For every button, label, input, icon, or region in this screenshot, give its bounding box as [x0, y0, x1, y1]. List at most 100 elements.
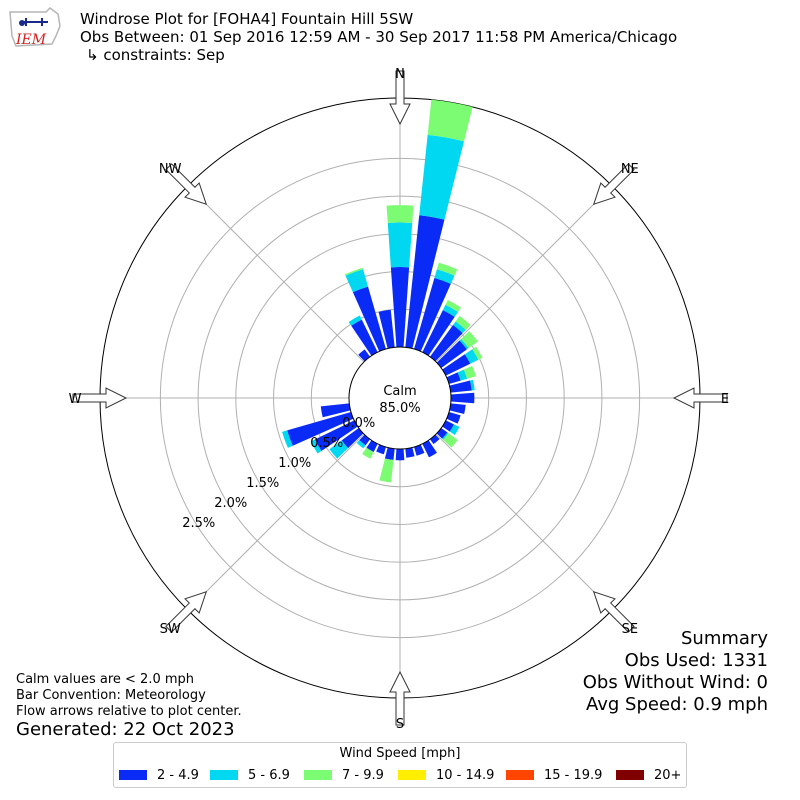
- flow-arrow-icon: [165, 163, 208, 206]
- windrose-bar-340-bin2: [344, 267, 364, 276]
- windrose-bar-160-bin0: [414, 444, 425, 456]
- angular-gridline: [435, 185, 613, 363]
- flow-arrow-shape: [389, 70, 411, 126]
- legend-label: 2 - 4.9: [157, 767, 199, 783]
- summary-title: Summary: [681, 628, 768, 649]
- generated-date: Generated: 22 Oct 2023: [16, 719, 235, 740]
- radial-tick-label: 0.0%: [342, 416, 375, 431]
- windrose-bar-60-bin1: [464, 349, 479, 364]
- legend-swatch: [398, 770, 426, 780]
- windrose-bar-150-bin0: [422, 440, 437, 458]
- windrose-bar-220-bin1: [356, 440, 366, 449]
- legend-label: 15 - 19.9: [544, 767, 603, 783]
- windrose-bar-130-bin1: [442, 432, 449, 440]
- windrose-bar-180-bin0: [395, 448, 405, 461]
- legend-item: 10 - 14.9: [398, 767, 494, 783]
- windrose-bar-0-bin2: [386, 205, 414, 223]
- windrose-bar-40-bin0: [429, 324, 463, 362]
- windrose-bar-90-bin0: [450, 392, 475, 404]
- windrose-bar-40-bin1: [453, 321, 466, 334]
- compass-label-sw: SW: [160, 622, 181, 637]
- legend-item: 5 - 6.9: [210, 767, 290, 783]
- windrose-bar-60-bin0: [442, 354, 471, 376]
- windrose-bar-80-bin1: [469, 379, 475, 391]
- windrose-bar-50-bin1: [459, 338, 469, 350]
- windrose-bar-240-bin1: [310, 439, 322, 454]
- flow-arrow-shape: [672, 387, 728, 409]
- constraints-label: ↳ constraints: Sep: [86, 46, 225, 64]
- flow-arrow-icon: [389, 670, 411, 726]
- compass-label-nw: NW: [159, 162, 182, 177]
- legend-label: 20+: [654, 767, 682, 783]
- legend-item: 15 - 19.9: [506, 767, 602, 783]
- iem-logo: IEM: [9, 7, 61, 48]
- calm-label: Calm: [383, 384, 416, 399]
- windrose-bar-340-bin1: [345, 269, 369, 293]
- legend-swatch: [616, 770, 644, 780]
- legend-label: 10 - 14.9: [436, 767, 495, 783]
- legend-item: 20+: [616, 767, 681, 783]
- radial-tick-label: 2.5%: [182, 516, 215, 531]
- legend-item: 2 - 4.9: [119, 767, 199, 783]
- windrose-bar-350-bin0: [378, 309, 395, 349]
- flow-arrow-shape: [165, 590, 208, 633]
- windrose-bar-30-bin0: [422, 310, 455, 356]
- windrose-bar-210-bin0: [366, 440, 378, 452]
- windrose-bar-190-bin2: [379, 458, 394, 483]
- windrose-bar-200-bin0: [376, 444, 386, 455]
- windrose-bar-30-bin1: [442, 304, 459, 317]
- compass-label-n: N: [395, 67, 405, 82]
- windrose-bar-120-bin1: [449, 424, 460, 435]
- legend-swatch: [304, 770, 332, 780]
- legend-swatch: [506, 770, 534, 780]
- windrose-bar-210-bin2: [362, 447, 374, 459]
- compass-label-se: SE: [622, 622, 638, 637]
- windrose-bar-70-bin1: [457, 369, 468, 381]
- windrose-bar-0-bin0: [390, 267, 410, 348]
- flow-arrow-icon: [72, 387, 128, 409]
- axis-labels: 0.0% 0.5% 1.0% 1.5% 2.0% 2.5% N NE E SE S SW W NW: [69, 67, 730, 732]
- windrose-bar-30-bin2: [445, 299, 462, 312]
- legend-label: 7 - 9.9: [342, 767, 384, 783]
- windrose-bar-10-bin2: [427, 99, 473, 142]
- flow-arrow-icon: [592, 163, 635, 206]
- legend-label: 5 - 6.9: [248, 767, 290, 783]
- chart-subtitle: Obs Between: 01 Sep 2016 12:59 AM - 30 S…: [80, 28, 678, 46]
- summary-obs-used: Obs Used: 1331: [624, 650, 768, 671]
- direction-arrows: [72, 70, 728, 726]
- angular-gridline: [435, 433, 613, 611]
- wind-speed-legend: Wind Speed [mph] 2 - 4.9 5 - 6.9 7 - 9.9 10…: [113, 742, 687, 788]
- windrose-bar-230-bin1: [329, 440, 349, 459]
- windrose-bar-330-bin0: [351, 319, 378, 356]
- windrose-bar-60-bin2: [472, 346, 483, 360]
- windrose-bar-50-bin2: [461, 331, 478, 349]
- flow-arrow-icon: [165, 590, 208, 633]
- windrose-bar-260-bin0: [320, 403, 351, 418]
- windrose-bar-40-bin2: [455, 315, 471, 330]
- windrose-bar-0-bin1: [387, 222, 413, 268]
- flow-arrow-shape: [389, 670, 411, 726]
- flow-arrow-shape: [592, 590, 635, 633]
- windrose-bar-80-bin0: [449, 380, 472, 393]
- windrose-bars: [282, 99, 483, 483]
- windrose-bar-10-bin0: [405, 215, 445, 349]
- legend-swatch: [210, 770, 238, 780]
- windrose-bar-230-bin0: [341, 427, 364, 449]
- calm-circle: [348, 346, 452, 450]
- radial-tick-label: 2.0%: [214, 496, 247, 511]
- legend-swatch: [119, 770, 147, 780]
- windrose-bar-240-bin0: [314, 420, 358, 451]
- summary-obs-without-wind: Obs Without Wind: 0: [582, 672, 768, 693]
- compass-label-e: E: [721, 392, 729, 407]
- flow-arrow-icon: [592, 590, 635, 633]
- windrose-bar-330-bin1: [348, 315, 362, 326]
- windrose-bar-120-bin0: [442, 420, 454, 432]
- radial-tick-label: 1.5%: [246, 476, 279, 491]
- windrose-bar-130-bin2: [443, 433, 458, 448]
- flow-arrow-shape: [72, 387, 128, 409]
- windrose-bar-70-bin0: [446, 372, 461, 384]
- windrose-bar-110-bin0: [446, 412, 461, 424]
- windrose-bar-50-bin0: [436, 340, 467, 369]
- flow-arrow-icon: [672, 387, 728, 409]
